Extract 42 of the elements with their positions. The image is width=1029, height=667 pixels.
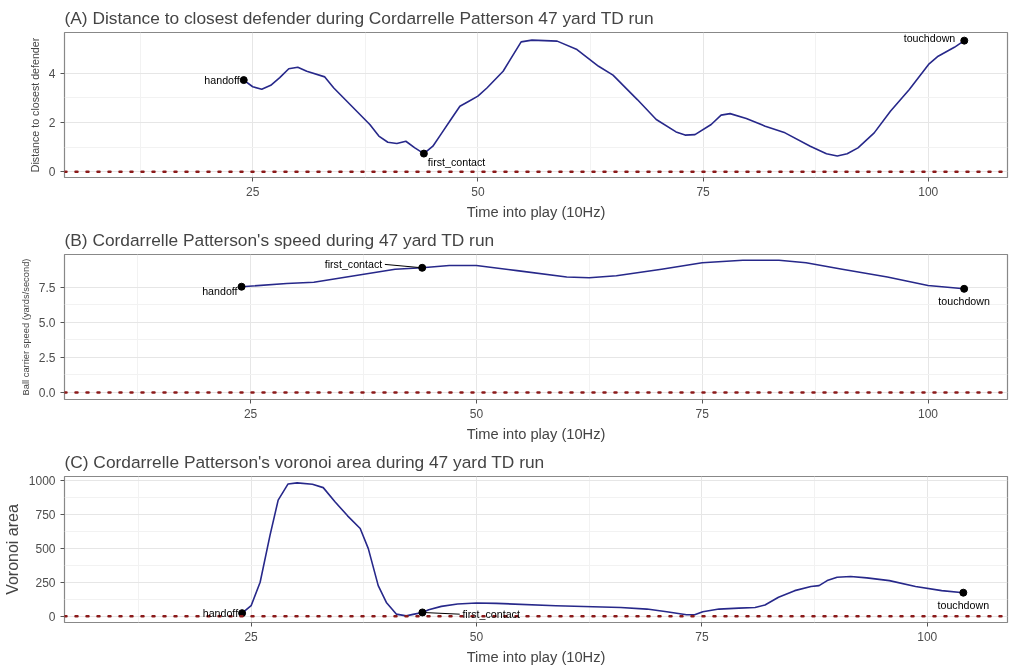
x-tick-label: 100 [918,406,939,421]
y-tick-label: 4 [48,66,56,81]
x-tick-label: 75 [696,184,711,199]
y-tick-label: 750 [35,507,56,522]
annotation: touchdown [903,31,956,44]
y-tick-label: 2.5 [38,350,56,365]
x-tick-label: 25 [244,629,259,644]
annotation: first_contact [427,155,486,168]
x-axis-title: Time into play (10Hz) [466,425,606,442]
y-tick-label: 0 [48,165,56,180]
y-tick-label: 0 [48,609,56,624]
x-tick-label: 50 [469,629,484,644]
y-tick-label: 250 [35,575,56,590]
x-tick-label: 50 [471,184,485,199]
x-axis-title: Time into play (10Hz) [466,648,606,665]
annotation: first_contact [324,257,383,270]
chart-title: (B) Cordarrelle Patterson's speed during 47 yard TD run [64,229,495,250]
y-axis-title: Distance to closest defender [28,37,41,173]
y-tick-label: 500 [35,541,56,556]
annotation: touchdown [937,598,990,611]
y-axis-title: Ball carrier speed (yards/second) [20,258,31,396]
x-tick-label: 100 [918,184,939,199]
chart-title: (A) Distance to closest defender during Cordarrelle Patterson 47 yard TD run [64,7,654,28]
annotation: handoff [202,284,238,297]
y-tick-label: 7.5 [38,280,56,295]
y-axis-title: Voronoi area [3,504,21,595]
x-tick-label: 75 [695,629,709,644]
x-tick-label: 25 [246,184,260,199]
annotation: handoff [202,607,239,620]
y-tick-label: 5.0 [38,315,56,330]
annotation: first_contact [462,608,520,621]
x-tick-label: 50 [469,406,484,421]
y-tick-label: 2 [48,116,56,131]
x-tick-label: 25 [243,406,258,421]
chart-title: (C) Cordarrelle Patterson's voronoi area during 47 yard TD run [64,451,545,472]
annotation: touchdown [938,294,990,307]
x-tick-label: 100 [917,629,938,644]
y-tick-label: 0.0 [38,386,56,400]
y-tick-label: 1000 [28,474,56,489]
x-axis-title: Time into play (10Hz) [466,203,606,220]
x-tick-label: 75 [695,406,710,421]
annotation: handoff [204,74,240,87]
